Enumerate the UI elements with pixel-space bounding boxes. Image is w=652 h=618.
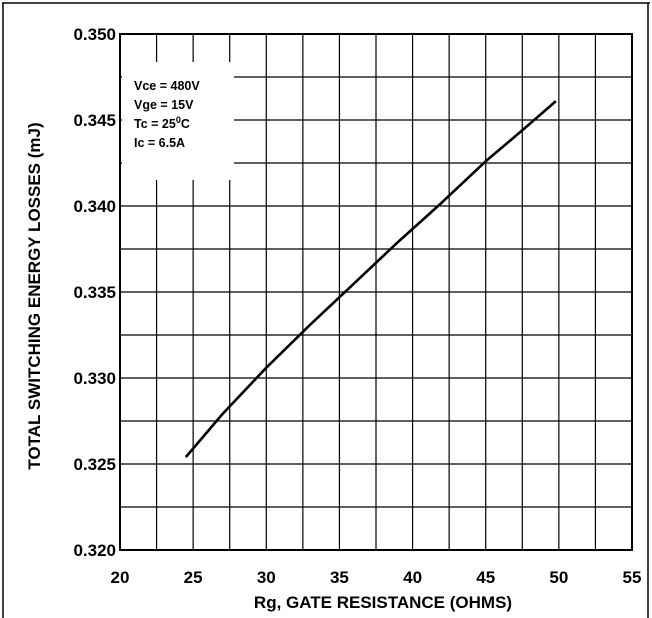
- y-tick-label: 0.335: [73, 283, 116, 302]
- x-tick-label: 50: [549, 568, 568, 587]
- y-tick-label: 0.340: [73, 197, 116, 216]
- x-tick-labels: 20 25 30 35 40 45 50 55: [111, 568, 642, 587]
- y-tick-label: 0.330: [73, 369, 116, 388]
- y-tick-label: 0.345: [73, 111, 116, 130]
- plot-area: [119, 33, 633, 551]
- x-tick-label: 30: [257, 568, 276, 587]
- y-tick-label: 0.325: [73, 455, 116, 474]
- x-tick-label: 55: [623, 568, 642, 587]
- x-tick-label: 25: [184, 568, 203, 587]
- x-tick-label: 45: [476, 568, 495, 587]
- condition-vce: Vce = 480V: [134, 79, 200, 93]
- y-tick-label: 0.320: [73, 541, 116, 560]
- series-curve-group: [184, 100, 557, 458]
- condition-tc: Tc = 250C: [134, 115, 190, 131]
- y-tick-labels: 0.320 0.325 0.330 0.335 0.340 0.345 0.350: [73, 25, 116, 560]
- y-tick-label: 0.350: [73, 25, 116, 44]
- x-tick-label: 40: [403, 568, 422, 587]
- series-line: [184, 100, 557, 458]
- plot-border: [119, 33, 633, 551]
- condition-ic: Ic = 6.5A: [134, 136, 185, 150]
- conditions-box: [122, 62, 234, 180]
- x-tick-label: 20: [111, 568, 130, 587]
- y-axis-label: TOTAL SWITCHING ENERGY LOSSES (mJ): [25, 122, 44, 469]
- x-axis-label: Rg, GATE RESISTANCE (OHMS): [254, 593, 512, 612]
- condition-vge: Vge = 15V: [134, 98, 194, 112]
- x-tick-label: 35: [330, 568, 349, 587]
